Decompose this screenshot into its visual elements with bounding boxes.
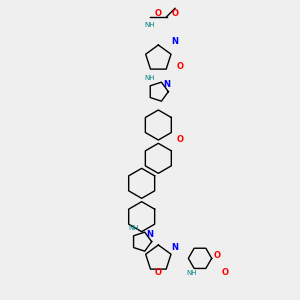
Text: NH: NH [145,22,155,28]
Text: NH: NH [186,270,197,276]
Text: O: O [155,268,162,277]
Text: N: N [163,80,170,89]
Text: NH: NH [128,225,139,231]
Text: O: O [221,268,229,277]
Text: O: O [172,9,178,18]
Text: O: O [213,251,220,260]
Text: N: N [172,37,178,46]
Text: O: O [176,62,184,71]
Text: NH: NH [145,75,155,81]
Text: O: O [176,135,184,144]
Text: O: O [155,9,162,18]
Text: N: N [172,243,178,252]
Text: N: N [146,230,154,239]
